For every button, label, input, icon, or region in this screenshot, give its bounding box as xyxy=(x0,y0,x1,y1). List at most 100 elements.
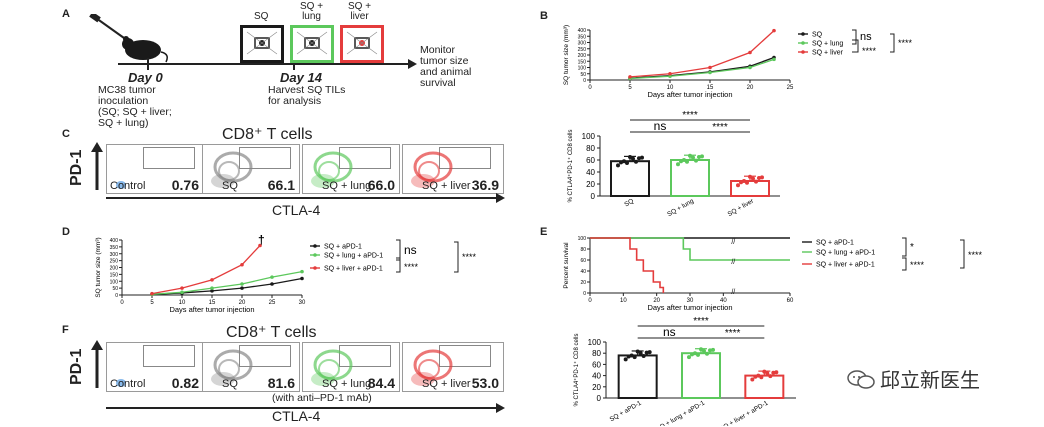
x-tick-label: SQ + liver + aPD-1 xyxy=(719,399,770,426)
sig-bracket xyxy=(890,33,895,53)
mouse-icon xyxy=(246,31,278,55)
flow-label: SQ + liver xyxy=(422,180,471,192)
flow-blob-shape xyxy=(213,151,253,183)
group-line: SQ + xyxy=(348,1,372,12)
flow-value: 84.4 xyxy=(367,375,395,391)
sig-label: * xyxy=(910,242,914,253)
sig-label: **** xyxy=(898,38,913,48)
data-point xyxy=(705,351,709,356)
y-tick-label: 250 xyxy=(110,259,119,265)
data-point xyxy=(180,286,184,290)
data-point xyxy=(688,153,692,158)
chart-e: 0 20 40 60 80 100 0 10 20 30 40 60 Days after tumor … xyxy=(563,236,983,312)
sig-label: **** xyxy=(910,260,925,270)
bar xyxy=(730,180,770,197)
x-tick-label: 25 xyxy=(787,85,794,91)
data-point xyxy=(240,286,244,290)
flow-label: SQ xyxy=(222,378,238,390)
data-point xyxy=(759,375,764,380)
data-point xyxy=(270,275,274,279)
y-tick-label: 350 xyxy=(110,245,119,251)
x-tick-label: 0 xyxy=(588,85,592,91)
flow-label: SQ + lung xyxy=(322,378,372,390)
monitor-text: Monitor tumor size and animal survival xyxy=(420,45,471,89)
data-point xyxy=(742,179,746,183)
group-line: lung xyxy=(302,11,321,22)
mouse-icon xyxy=(346,31,378,55)
flow-blob xyxy=(116,181,126,189)
y-tick-label: 60 xyxy=(586,156,595,165)
data-point xyxy=(638,351,643,356)
y-axis-label: Percent survival xyxy=(563,242,570,289)
flow-blob-shape xyxy=(311,174,335,188)
legend-label: SQ + lung + aPD-1 xyxy=(816,250,875,257)
x-axis-label: Days after tumor injection xyxy=(169,305,254,314)
flow-blob xyxy=(311,349,353,386)
data-point xyxy=(751,176,755,181)
series-line xyxy=(629,30,775,78)
x-tick-label: SQ + liver xyxy=(727,197,756,218)
x-tick-label: 60 xyxy=(787,298,794,304)
data-point xyxy=(694,158,698,163)
legend-label: SQ + aPD-1 xyxy=(324,244,362,251)
data-point xyxy=(616,163,620,168)
gate-box xyxy=(439,345,491,367)
legend-label: SQ + liver xyxy=(812,50,844,57)
monitor-line: tumor size xyxy=(420,55,469,67)
ctla4-arrow xyxy=(106,193,505,203)
data-point xyxy=(685,159,689,164)
flow-value: 66.1 xyxy=(267,177,295,193)
data-point xyxy=(736,183,740,188)
data-point xyxy=(708,348,712,353)
x-axis-label: Days after tumor injection xyxy=(647,90,732,99)
y-tick-label: 150 xyxy=(578,59,587,65)
data-point xyxy=(300,269,304,274)
data-point xyxy=(210,289,214,293)
flow-blob-shape xyxy=(413,349,453,381)
ctla4-arrow xyxy=(106,403,505,413)
sig-label: ns xyxy=(860,31,872,43)
x-tick-label: 10 xyxy=(667,85,674,91)
sig-bracket xyxy=(454,241,459,273)
flow-plot: 81.6 xyxy=(202,342,300,392)
data-point xyxy=(748,174,752,179)
flow-blob-shape xyxy=(313,151,353,183)
group-line: liver xyxy=(350,11,369,22)
data-point xyxy=(623,357,628,362)
y-tick-label: 40 xyxy=(580,269,586,275)
group-box-lung xyxy=(290,25,334,63)
flow-blob-shape xyxy=(218,359,240,379)
data-point xyxy=(210,286,214,290)
flow-f-xlabel: CTLA-4 xyxy=(272,408,321,424)
monitor-line: survival xyxy=(420,77,456,89)
x-tick-label: 0 xyxy=(588,298,592,304)
flow-label: Control xyxy=(110,378,146,390)
data-point xyxy=(748,65,752,70)
bar xyxy=(681,352,721,399)
gate-box xyxy=(143,147,195,169)
flow-blob-shape xyxy=(313,349,353,381)
flow-blob-shape xyxy=(318,161,340,181)
sig-bracket xyxy=(902,257,907,271)
flow-plot: 36.9 xyxy=(402,144,504,194)
x-tick-label: 0 xyxy=(120,300,124,306)
wechat-icon xyxy=(847,369,875,389)
flow-value: 36.9 xyxy=(471,177,499,193)
y-tick-label: 80 xyxy=(592,349,601,358)
x-tick-label: 20 xyxy=(653,298,660,304)
x-tick-label: 20 xyxy=(239,300,246,306)
x-tick-label: 40 xyxy=(720,298,727,304)
y-tick-label: 100 xyxy=(588,338,602,347)
flow-plot: 66.1 xyxy=(202,144,300,194)
series-line xyxy=(151,245,261,295)
flow-blob-shape xyxy=(318,359,340,379)
flow-blob-shape xyxy=(311,372,335,386)
axis-break: // xyxy=(731,289,735,296)
up-arrow-icon xyxy=(91,340,103,388)
data-point xyxy=(700,154,704,159)
legend-marker xyxy=(801,32,805,36)
panel-label-c: C xyxy=(62,128,70,140)
data-point xyxy=(258,243,262,248)
y-tick-label: 100 xyxy=(578,66,587,72)
